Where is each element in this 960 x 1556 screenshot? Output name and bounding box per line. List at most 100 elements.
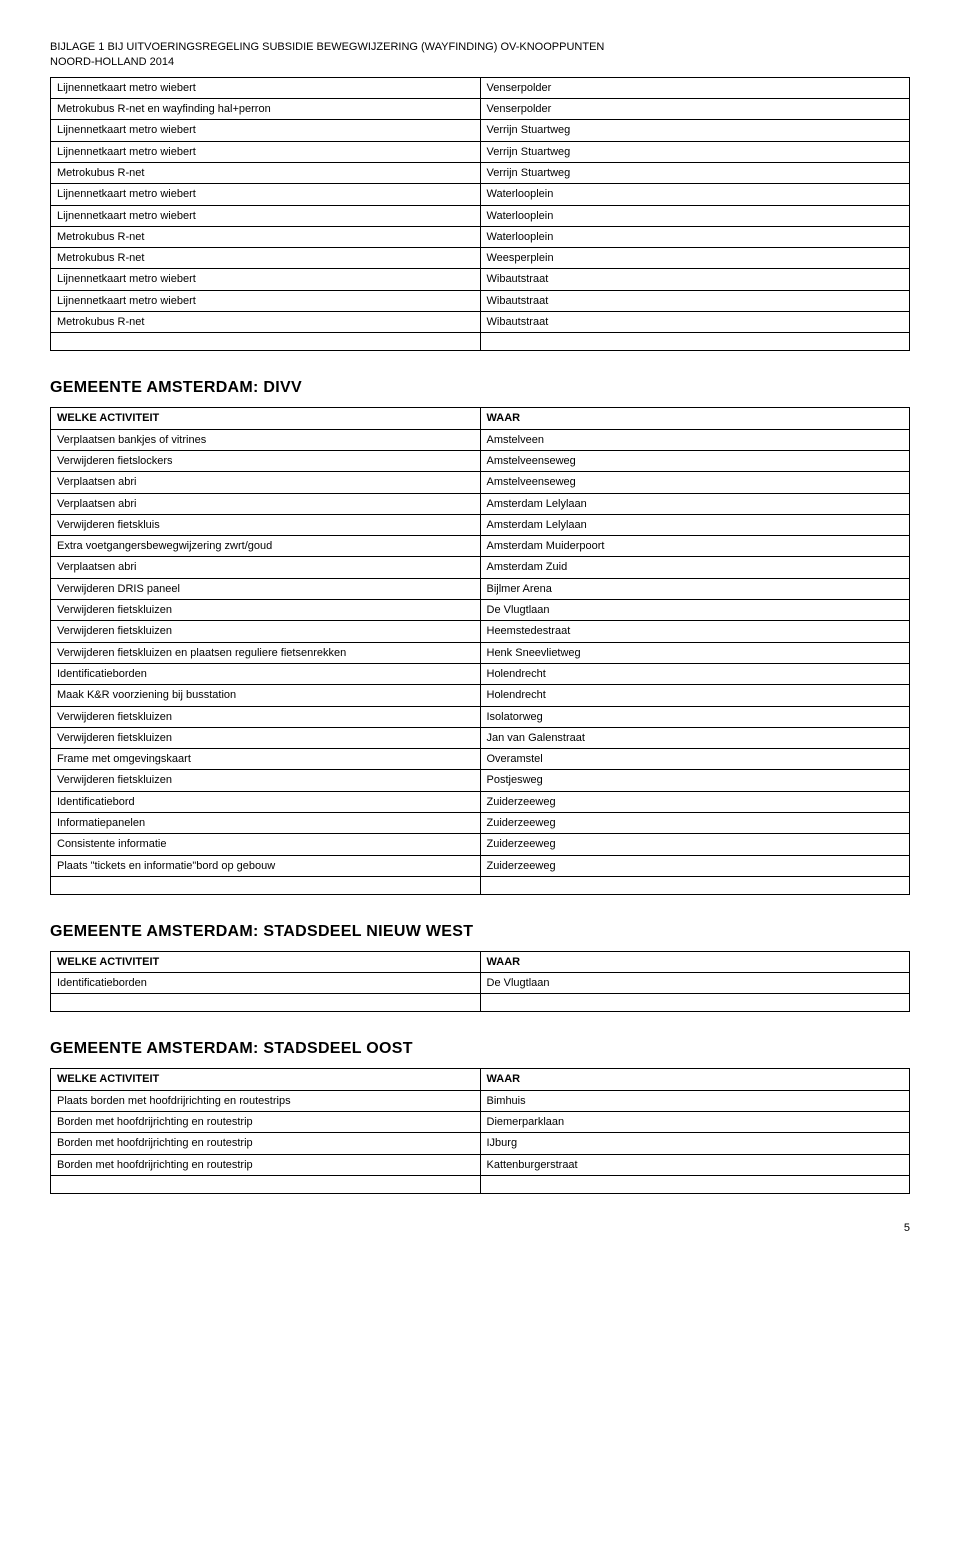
top-table: Lijnennetkaart metro wiebertVenserpolder… (50, 77, 910, 352)
table-row: Metrokubus R-netWaterlooplein (51, 226, 910, 247)
table-row: Lijnennetkaart metro wiebertWaterlooplei… (51, 184, 910, 205)
table-cell: Verwijderen fietskluizen (51, 727, 481, 748)
table-cell: Heemstedestraat (480, 621, 910, 642)
table-row: Lijnennetkaart metro wiebertVerrijn Stua… (51, 141, 910, 162)
table-cell (480, 994, 910, 1012)
table-cell: Kattenburgerstraat (480, 1154, 910, 1175)
table-cell: Metrokubus R-net (51, 162, 481, 183)
table-cell: Verwijderen fietskluizen (51, 600, 481, 621)
table-row-empty (51, 994, 910, 1012)
table-row: IdentificatiebordenDe Vlugtlaan (51, 973, 910, 994)
table-cell: Holendrecht (480, 685, 910, 706)
table-row: Verwijderen fietskluizenHeemstedestraat (51, 621, 910, 642)
table-row: Metrokubus R-netWeesperplein (51, 248, 910, 269)
table-cell: Informatiepanelen (51, 812, 481, 833)
table-row: Plaats "tickets en informatie"bord op ge… (51, 855, 910, 876)
table-row: Verplaatsen bankjes of vitrinesAmstelvee… (51, 429, 910, 450)
table-row: Borden met hoofdrijrichting en routestri… (51, 1133, 910, 1154)
table-cell (480, 876, 910, 894)
doc-header: BIJLAGE 1 BIJ UITVOERINGSREGELING SUBSID… (50, 40, 910, 71)
table-row-empty (51, 876, 910, 894)
table-cell: Lijnennetkaart metro wiebert (51, 290, 481, 311)
table-row: Metrokubus R-netVerrijn Stuartweg (51, 162, 910, 183)
table-cell: Borden met hoofdrijrichting en routestri… (51, 1112, 481, 1133)
table-cell: Bijlmer Arena (480, 578, 910, 599)
table-row-empty (51, 1175, 910, 1193)
table-cell: Extra voetgangersbewegwijzering zwrt/gou… (51, 536, 481, 557)
table-cell: Amsterdam Muiderpoort (480, 536, 910, 557)
table-cell: Verwijderen fietskluizen (51, 706, 481, 727)
table-header-cell: WELKE ACTIVITEIT (51, 951, 481, 972)
section-table: WELKE ACTIVITEITWAARIdentificatiebordenD… (50, 951, 910, 1013)
table-row: Verwijderen fietslockersAmstelveenseweg (51, 450, 910, 471)
table-cell: Verplaatsen abri (51, 472, 481, 493)
table-cell: Borden met hoofdrijrichting en routestri… (51, 1133, 481, 1154)
section-title: GEMEENTE AMSTERDAM: STADSDEEL OOST (50, 1040, 910, 1058)
table-cell: Verwijderen DRIS paneel (51, 578, 481, 599)
table-cell: Consistente informatie (51, 834, 481, 855)
table-cell: Verwijderen fietskluis (51, 514, 481, 535)
table-cell: Waterlooplein (480, 184, 910, 205)
table-cell (51, 333, 481, 351)
table-cell: Verwijderen fietskluizen (51, 770, 481, 791)
table-cell: Wibautstraat (480, 312, 910, 333)
table-header-row: WELKE ACTIVITEITWAAR (51, 1069, 910, 1090)
table-cell: Zuiderzeeweg (480, 855, 910, 876)
table-row: Borden met hoofdrijrichting en routestri… (51, 1154, 910, 1175)
table-row: Verplaatsen abriAmsterdam Zuid (51, 557, 910, 578)
header-line1: BIJLAGE 1 BIJ UITVOERINGSREGELING SUBSID… (50, 41, 604, 53)
table-cell: Verplaatsen abri (51, 493, 481, 514)
table-cell: Verwijderen fietslockers (51, 450, 481, 471)
table-cell: Plaats "tickets en informatie"bord op ge… (51, 855, 481, 876)
section-table: WELKE ACTIVITEITWAARPlaats borden met ho… (50, 1068, 910, 1193)
table-row: Metrokubus R-net en wayfinding hal+perro… (51, 99, 910, 120)
table-row: Verwijderen fietskluizenJan van Galenstr… (51, 727, 910, 748)
table-row: Verwijderen fietskluizen en plaatsen reg… (51, 642, 910, 663)
table-cell: De Vlugtlaan (480, 973, 910, 994)
table-cell: Verrijn Stuartweg (480, 141, 910, 162)
table-cell: Borden met hoofdrijrichting en routestri… (51, 1154, 481, 1175)
table-cell: Henk Sneevlietweg (480, 642, 910, 663)
table-cell: Postjesweg (480, 770, 910, 791)
table-cell: Amstelveen (480, 429, 910, 450)
table-row: Verwijderen fietskluizenDe Vlugtlaan (51, 600, 910, 621)
table-row: Maak K&R voorziening bij busstationHolen… (51, 685, 910, 706)
table-cell (480, 333, 910, 351)
table-row: IdentificatiebordenHolendrecht (51, 663, 910, 684)
table-cell: Waterlooplein (480, 226, 910, 247)
table-cell: Lijnennetkaart metro wiebert (51, 269, 481, 290)
table-cell: Verplaatsen bankjes of vitrines (51, 429, 481, 450)
table-row: Verplaatsen abriAmsterdam Lelylaan (51, 493, 910, 514)
table-row: Metrokubus R-netWibautstraat (51, 312, 910, 333)
section-title: GEMEENTE AMSTERDAM: DIVV (50, 379, 910, 397)
table-row-empty (51, 333, 910, 351)
table-cell: Amsterdam Lelylaan (480, 514, 910, 535)
table-header-cell: WELKE ACTIVITEIT (51, 1069, 481, 1090)
table-row: Frame met omgevingskaartOveramstel (51, 749, 910, 770)
table-cell: Venserpolder (480, 77, 910, 98)
table-row: Lijnennetkaart metro wiebertWibautstraat (51, 269, 910, 290)
table-cell: Diemerparklaan (480, 1112, 910, 1133)
table-header-cell: WAAR (480, 951, 910, 972)
table-cell: Holendrecht (480, 663, 910, 684)
table-cell: Zuiderzeeweg (480, 834, 910, 855)
table-cell: Wibautstraat (480, 290, 910, 311)
table-cell: Amsterdam Lelylaan (480, 493, 910, 514)
table-cell: Identificatieborden (51, 663, 481, 684)
table-cell (51, 876, 481, 894)
table-cell: Lijnennetkaart metro wiebert (51, 120, 481, 141)
table-cell: Lijnennetkaart metro wiebert (51, 141, 481, 162)
table-cell (51, 1175, 481, 1193)
section-title: GEMEENTE AMSTERDAM: STADSDEEL NIEUW WEST (50, 923, 910, 941)
table-cell: Verwijderen fietskluizen (51, 621, 481, 642)
table-cell: Zuiderzeeweg (480, 812, 910, 833)
table-cell: Metrokubus R-net (51, 248, 481, 269)
table-row: Verwijderen fietskluizenPostjesweg (51, 770, 910, 791)
table-cell: Venserpolder (480, 99, 910, 120)
table-row: Consistente informatieZuiderzeeweg (51, 834, 910, 855)
table-row: Verwijderen DRIS paneelBijlmer Arena (51, 578, 910, 599)
table-cell: Maak K&R voorziening bij busstation (51, 685, 481, 706)
table-header-row: WELKE ACTIVITEITWAAR (51, 408, 910, 429)
table-row: Lijnennetkaart metro wiebertWaterlooplei… (51, 205, 910, 226)
table-row: Verplaatsen abriAmstelveenseweg (51, 472, 910, 493)
